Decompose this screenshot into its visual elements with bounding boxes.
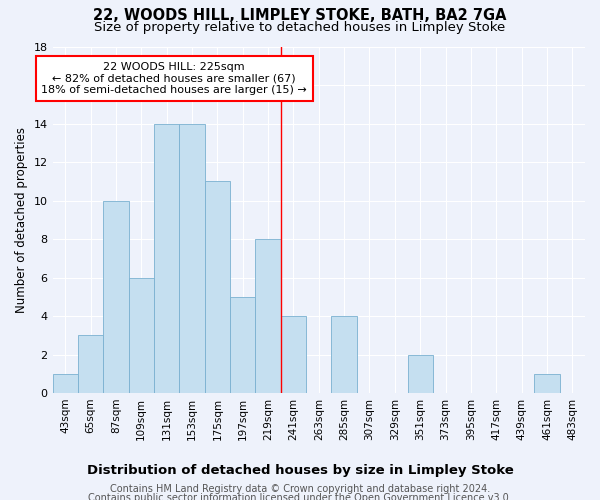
Bar bbox=[230, 297, 256, 393]
Text: 22 WOODS HILL: 225sqm  
← 82% of detached houses are smaller (67)
18% of semi-de: 22 WOODS HILL: 225sqm ← 82% of detached … bbox=[41, 62, 307, 95]
Bar bbox=[331, 316, 357, 393]
Bar bbox=[534, 374, 560, 393]
Bar bbox=[53, 374, 78, 393]
Bar bbox=[78, 336, 103, 393]
Bar bbox=[128, 278, 154, 393]
Text: Distribution of detached houses by size in Limpley Stoke: Distribution of detached houses by size … bbox=[86, 464, 514, 477]
Bar bbox=[205, 182, 230, 393]
Bar bbox=[179, 124, 205, 393]
Text: Contains HM Land Registry data © Crown copyright and database right 2024.: Contains HM Land Registry data © Crown c… bbox=[110, 484, 490, 494]
Bar bbox=[256, 239, 281, 393]
Text: Contains public sector information licensed under the Open Government Licence v3: Contains public sector information licen… bbox=[88, 493, 512, 500]
Bar bbox=[154, 124, 179, 393]
Text: Size of property relative to detached houses in Limpley Stoke: Size of property relative to detached ho… bbox=[94, 21, 506, 34]
Bar bbox=[407, 354, 433, 393]
Bar bbox=[281, 316, 306, 393]
Text: 22, WOODS HILL, LIMPLEY STOKE, BATH, BA2 7GA: 22, WOODS HILL, LIMPLEY STOKE, BATH, BA2… bbox=[93, 8, 507, 22]
Bar bbox=[103, 200, 128, 393]
Y-axis label: Number of detached properties: Number of detached properties bbox=[15, 127, 28, 313]
